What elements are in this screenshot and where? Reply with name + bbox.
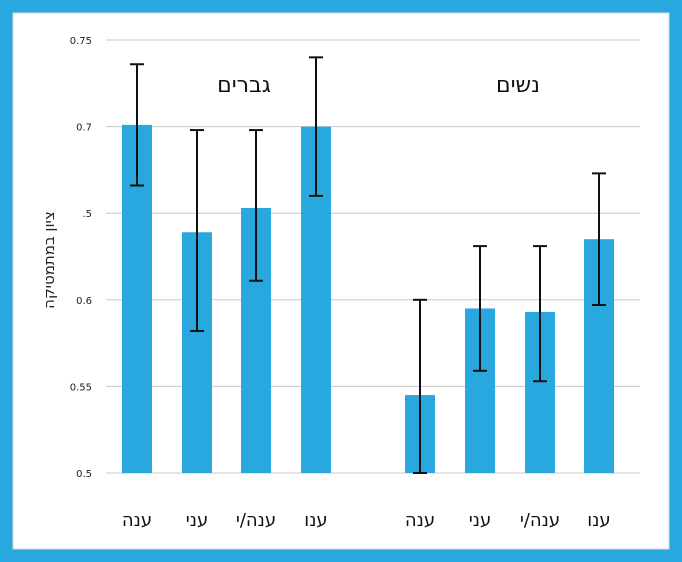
- x-tick-label: ענו: [587, 510, 610, 531]
- x-tick-label: ענה: [405, 510, 435, 531]
- x-tick-label: עני: [186, 510, 209, 531]
- group-label-women: נשים: [496, 73, 540, 98]
- x-tick-label: ענה/י: [236, 510, 276, 531]
- error-bars: [130, 56, 606, 474]
- y-tick-label: 0.7: [76, 123, 92, 134]
- y-tick-label: .5: [82, 209, 92, 220]
- x-tick-label: ענה/י: [520, 510, 560, 531]
- y-tick-label: 0.55: [70, 382, 92, 393]
- y-tick-labels: 0.5 0.55 0.6 .5 0.7 0.75: [70, 36, 92, 480]
- x-tick-labels: ענה עני ענה/י ענו ענה עני ענה/י ענו: [122, 510, 611, 531]
- y-tick-label: 0.5: [76, 469, 92, 480]
- y-tick-label: 0.6: [76, 296, 92, 307]
- y-tick-label: 0.75: [70, 36, 92, 47]
- x-tick-label: ענו: [304, 510, 327, 531]
- plot-panel: [12, 12, 670, 550]
- x-tick-label: עני: [469, 510, 492, 531]
- bars: [122, 124, 614, 474]
- group-label-men: גברים: [217, 73, 271, 98]
- x-tick-label: ענה: [122, 510, 152, 531]
- y-axis-label: ציון במתמטיקה: [40, 211, 58, 309]
